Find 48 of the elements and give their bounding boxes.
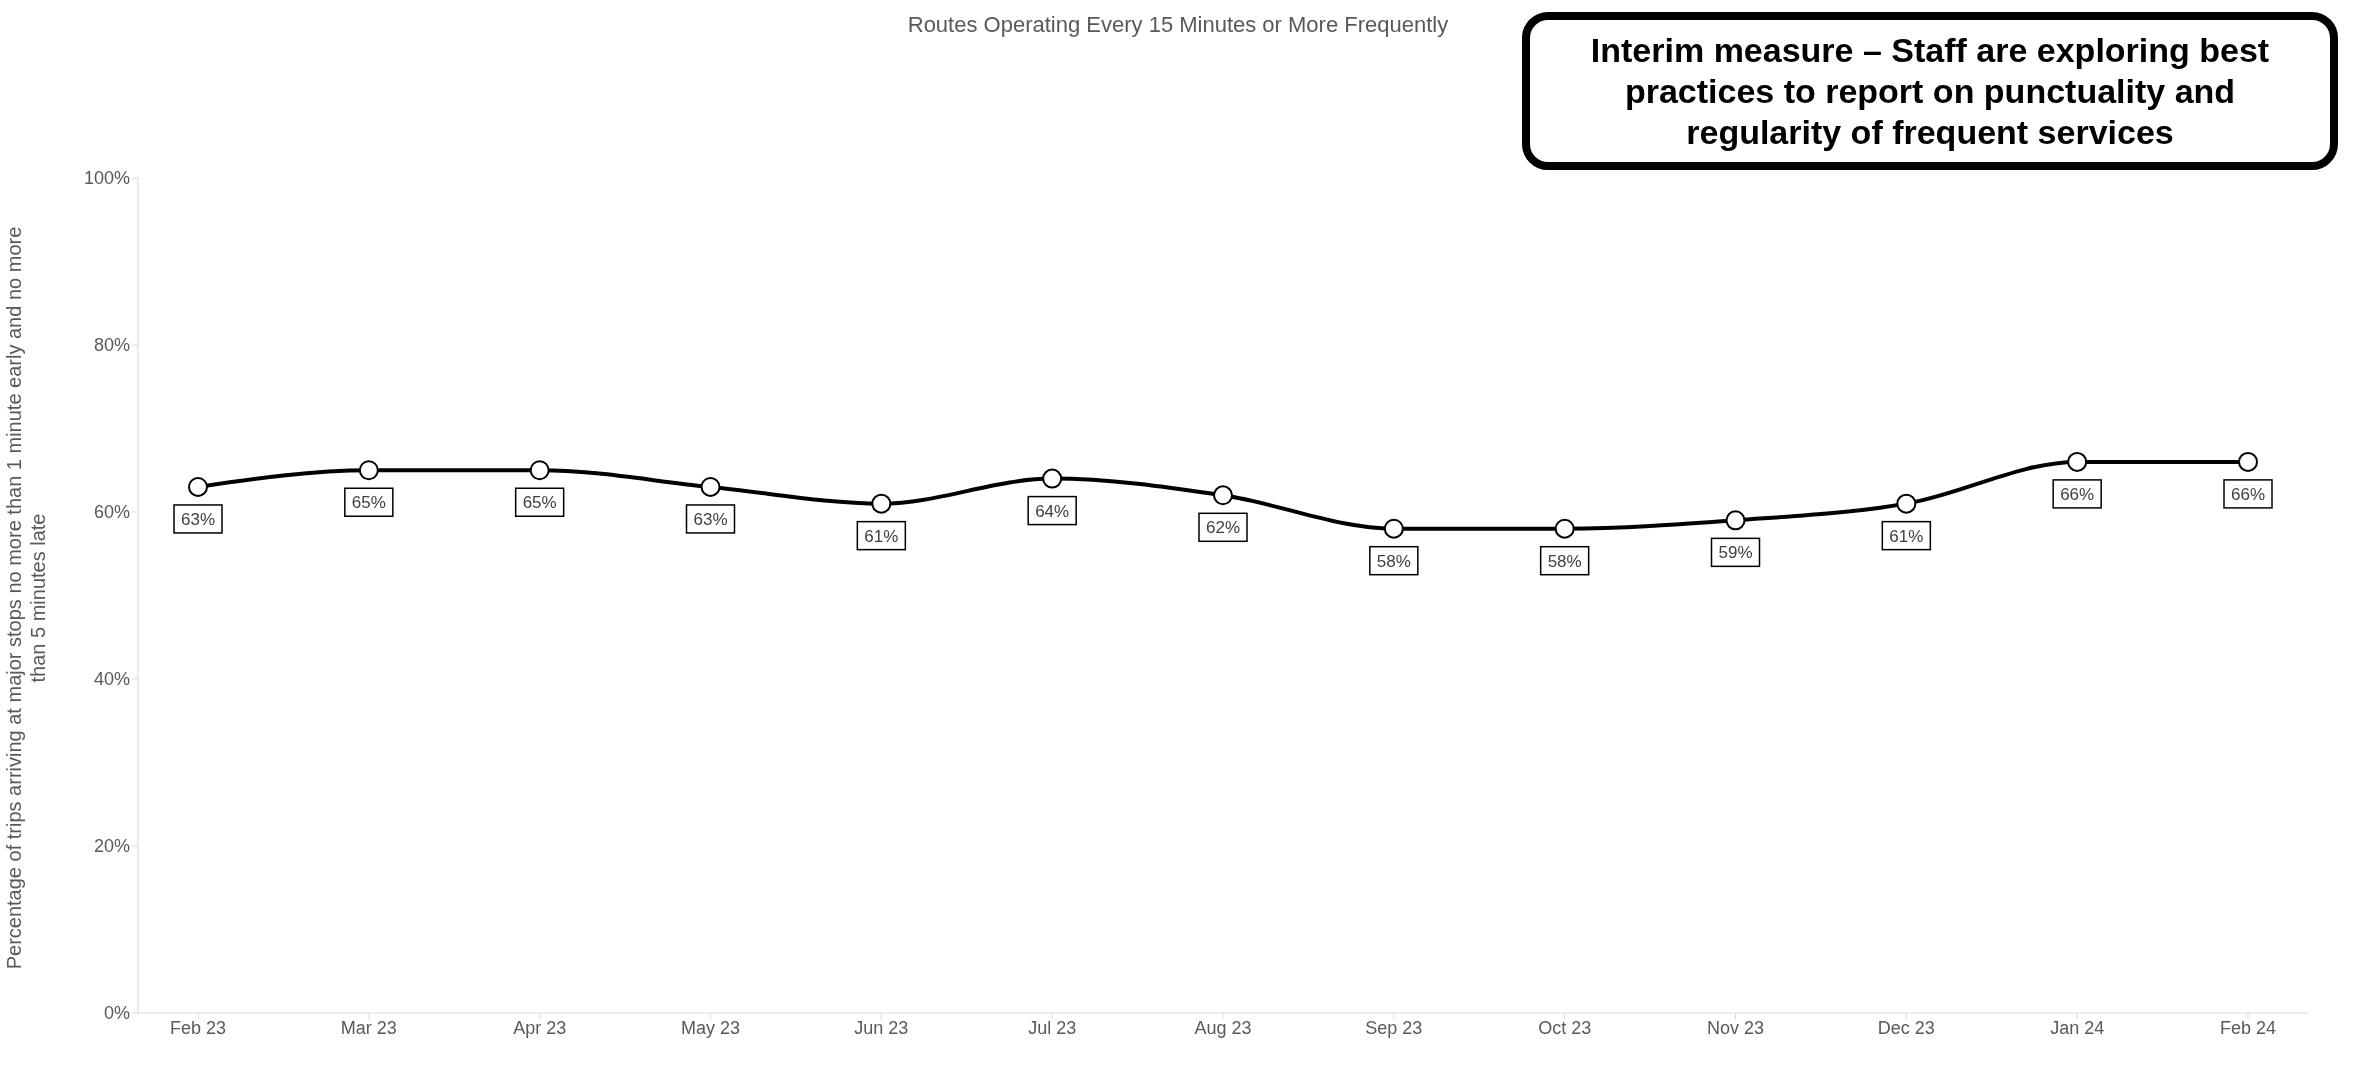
point bbox=[188, 476, 208, 497]
data-label: 66% bbox=[2060, 484, 2095, 504]
data-label: 63% bbox=[693, 509, 728, 529]
data-label: 65% bbox=[522, 493, 557, 513]
x-tick-label: Jul 23 bbox=[1028, 1017, 1077, 1038]
y-axis-title: Percentage of trips arriving at major stops no more than 1 minute early and no more than 5 minutes late bbox=[2, 225, 50, 972]
point bbox=[2067, 451, 2088, 472]
point bbox=[871, 493, 892, 514]
data-label: 66% bbox=[2230, 484, 2266, 504]
point bbox=[1213, 485, 1233, 506]
point bbox=[1042, 468, 1063, 489]
data-label: 61% bbox=[1889, 526, 1924, 546]
point bbox=[1896, 493, 1917, 514]
data-label: 65% bbox=[351, 493, 386, 513]
x-tick-label: Apr 23 bbox=[513, 1017, 567, 1038]
point bbox=[529, 460, 550, 481]
point bbox=[1725, 510, 1746, 531]
data-label: 63% bbox=[180, 509, 216, 529]
y-tick-label: 20% bbox=[93, 836, 130, 857]
data-label: 58% bbox=[1547, 551, 1582, 571]
x-tick-label: Jan 24 bbox=[2050, 1017, 2105, 1038]
x-tick-label: May 23 bbox=[680, 1017, 741, 1038]
y-tick-label: 60% bbox=[93, 502, 130, 523]
data-label: 61% bbox=[864, 526, 899, 546]
x-tick-label: Mar 23 bbox=[340, 1017, 397, 1038]
y-tick-label: 40% bbox=[93, 669, 130, 690]
x-tick-label: Jun 23 bbox=[854, 1017, 909, 1038]
text: Interim measure – Staff are exploring best practices to report on punctuality and regularity of frequent services bbox=[1522, 12, 2338, 171]
y-tick-label: 100% bbox=[83, 168, 130, 189]
point bbox=[2238, 451, 2258, 472]
x-tick-label: Dec 23 bbox=[1877, 1017, 1935, 1038]
point bbox=[358, 460, 379, 481]
x-tick-label: Feb 24 bbox=[2219, 1017, 2277, 1038]
data-label: 62% bbox=[1205, 518, 1241, 538]
y-tick-label: 80% bbox=[93, 335, 130, 356]
x-tick-label: Nov 23 bbox=[1706, 1017, 1765, 1038]
point bbox=[1383, 518, 1404, 539]
chart-subtitle: Routes Operating Every 15 Minutes or More Frequently bbox=[907, 12, 1449, 37]
x-tick-label: Aug 23 bbox=[1194, 1017, 1252, 1038]
data-label: 59% bbox=[1718, 543, 1753, 563]
x-tick-label: Sep 23 bbox=[1365, 1017, 1423, 1038]
x-tick-label: Feb 23 bbox=[169, 1017, 227, 1038]
data-label: 58% bbox=[1376, 551, 1411, 571]
data-label: 64% bbox=[1035, 501, 1070, 521]
x-tick-label: Oct 23 bbox=[1538, 1017, 1592, 1038]
y-tick-label: 0% bbox=[103, 1003, 130, 1024]
point bbox=[700, 476, 721, 497]
point bbox=[1554, 518, 1575, 539]
